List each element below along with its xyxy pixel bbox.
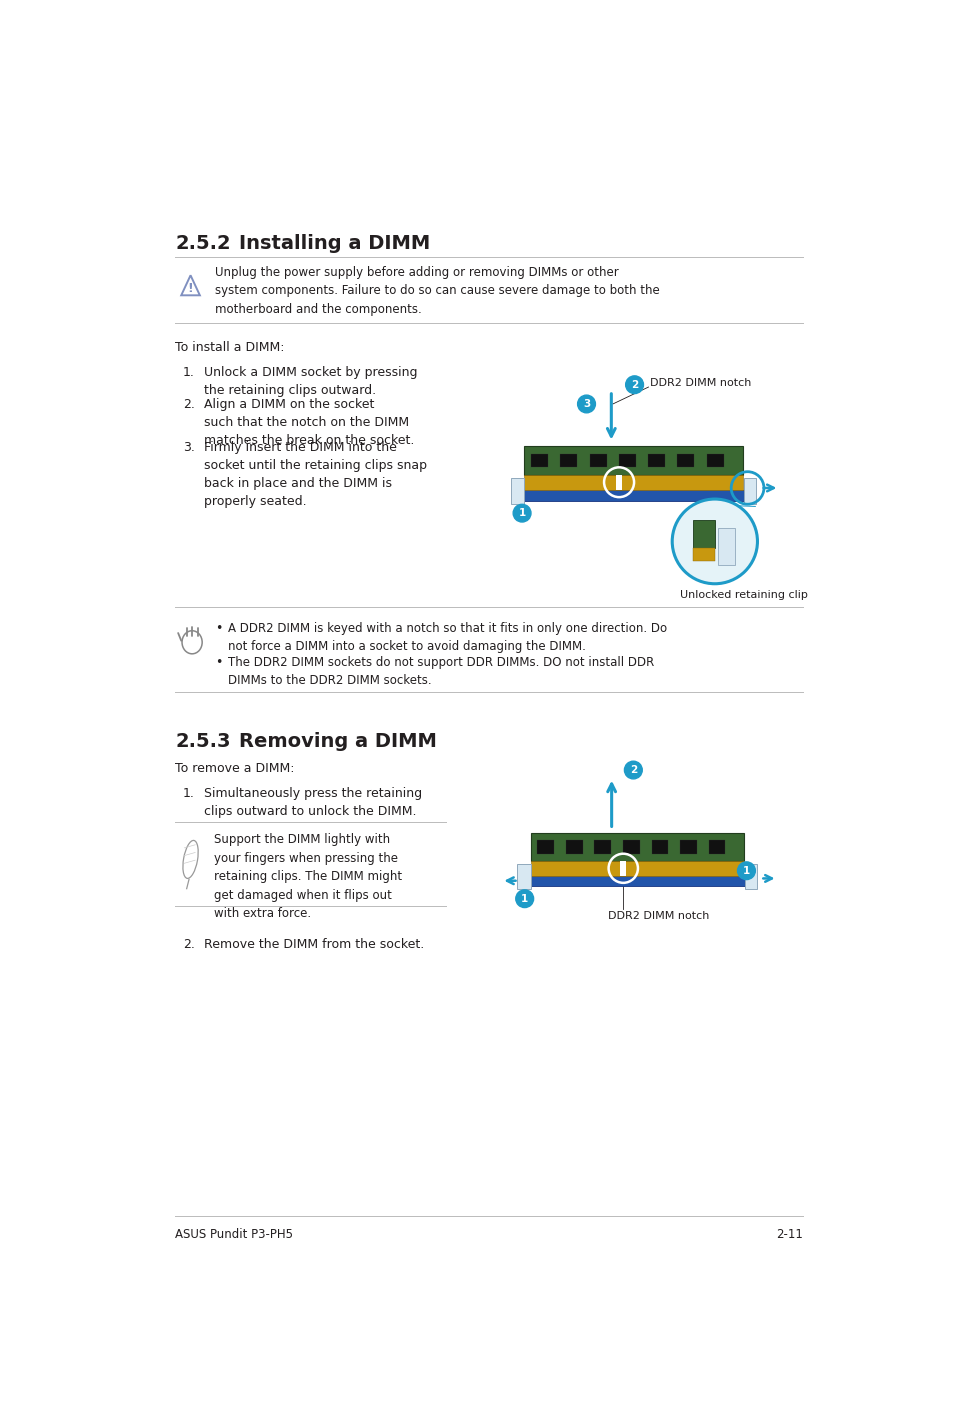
Text: Align a DIMM on the socket
such that the notch on the DIMM
matches the break on : Align a DIMM on the socket such that the…: [204, 398, 415, 447]
Text: 2: 2: [630, 380, 638, 389]
Bar: [706, 454, 722, 467]
Text: 2.5.3: 2.5.3: [174, 731, 231, 751]
Text: To remove a DIMM:: To remove a DIMM:: [174, 762, 294, 775]
Text: 1: 1: [742, 866, 749, 876]
Text: Unplug the power supply before adding or removing DIMMs or other
system componen: Unplug the power supply before adding or…: [215, 266, 659, 316]
Bar: [677, 454, 694, 467]
Text: 1: 1: [517, 508, 525, 519]
Text: Firmly insert the DIMM into the
socket until the retaining clips snap
back in pl: Firmly insert the DIMM into the socket u…: [204, 440, 427, 508]
Bar: [524, 446, 741, 475]
Circle shape: [625, 375, 643, 394]
Text: 3.: 3.: [183, 440, 194, 454]
Bar: [708, 841, 724, 853]
Circle shape: [516, 890, 533, 907]
Bar: [531, 454, 548, 467]
Text: 2.: 2.: [183, 938, 194, 950]
Text: To install a DIMM:: To install a DIMM:: [174, 342, 284, 354]
Bar: [512, 489, 754, 501]
Bar: [537, 841, 554, 853]
Bar: [616, 475, 621, 489]
Bar: [693, 520, 714, 547]
Bar: [744, 865, 757, 890]
Text: •: •: [215, 657, 222, 669]
Circle shape: [624, 761, 641, 779]
Bar: [618, 454, 636, 467]
Text: Removing a DIMM: Removing a DIMM: [238, 731, 436, 751]
Bar: [647, 454, 664, 467]
Circle shape: [672, 499, 757, 583]
Circle shape: [513, 505, 531, 522]
Bar: [510, 478, 524, 503]
Bar: [530, 860, 743, 876]
Text: Installing a DIMM: Installing a DIMM: [238, 235, 430, 253]
Text: Support the DIMM lightly with
your fingers when pressing the
retaining clips. Th: Support the DIMM lightly with your finge…: [213, 834, 401, 921]
Text: The DDR2 DIMM sockets do not support DDR DIMMs. DO not install DDR
DIMMs to the : The DDR2 DIMM sockets do not support DDR…: [228, 657, 654, 688]
Text: 1: 1: [520, 894, 528, 904]
Text: 3: 3: [582, 399, 590, 409]
Bar: [517, 865, 530, 890]
Circle shape: [577, 395, 595, 413]
Text: 2.5.2: 2.5.2: [174, 235, 231, 253]
Bar: [518, 876, 755, 886]
Text: DDR2 DIMM notch: DDR2 DIMM notch: [607, 911, 708, 921]
Text: 1.: 1.: [183, 366, 194, 378]
Bar: [743, 478, 756, 503]
Text: 2: 2: [629, 765, 637, 775]
Circle shape: [737, 862, 755, 880]
Bar: [718, 527, 734, 564]
Text: Unlocked retaining clip: Unlocked retaining clip: [679, 591, 807, 600]
Bar: [565, 841, 582, 853]
Bar: [530, 834, 743, 860]
Bar: [622, 841, 639, 853]
Text: 2.: 2.: [183, 398, 194, 411]
Bar: [619, 860, 625, 876]
Bar: [693, 547, 714, 561]
Bar: [651, 841, 668, 853]
Text: Simultaneously press the retaining
clips outward to unlock the DIMM.: Simultaneously press the retaining clips…: [204, 787, 422, 818]
Text: Unlock a DIMM socket by pressing
the retaining clips outward.: Unlock a DIMM socket by pressing the ret…: [204, 366, 417, 396]
Text: Remove the DIMM from the socket.: Remove the DIMM from the socket.: [204, 938, 424, 950]
Text: !: !: [188, 283, 193, 295]
Bar: [594, 841, 611, 853]
Bar: [589, 454, 606, 467]
Text: A DDR2 DIMM is keyed with a notch so that it fits in only one direction. Do
not : A DDR2 DIMM is keyed with a notch so tha…: [228, 623, 666, 654]
Text: DDR2 DIMM notch: DDR2 DIMM notch: [649, 378, 751, 388]
Text: 1.: 1.: [183, 787, 194, 800]
Bar: [524, 475, 741, 489]
Text: 2-11: 2-11: [775, 1229, 802, 1241]
Text: ASUS Pundit P3-PH5: ASUS Pundit P3-PH5: [174, 1229, 293, 1241]
Text: •: •: [215, 623, 222, 636]
Bar: [559, 454, 577, 467]
Bar: [679, 841, 696, 853]
